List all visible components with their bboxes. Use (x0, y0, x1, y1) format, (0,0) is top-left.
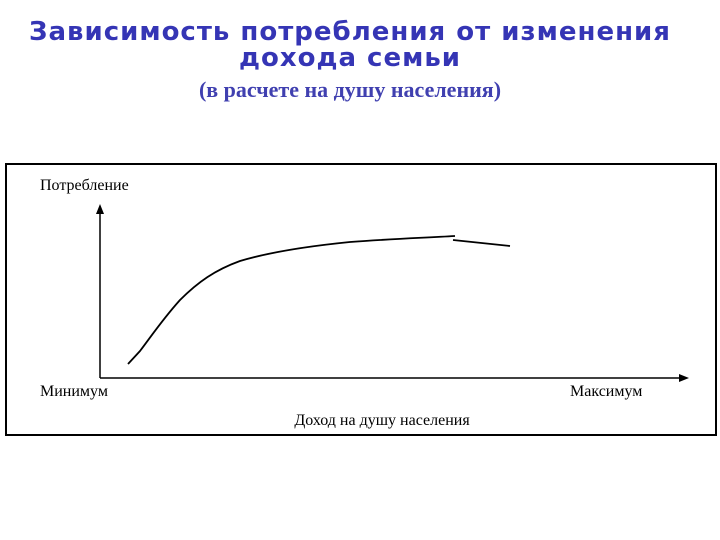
x-arrow (679, 374, 689, 382)
title-line: Зависимость потребления от изменения (29, 17, 671, 47)
x-max-label: Максимум (570, 383, 642, 400)
y-axis-label: Потребление (40, 177, 129, 194)
y-arrow (96, 204, 104, 214)
consumption-curve-tail (452, 239, 511, 247)
x-min-label: Минимум (40, 383, 108, 400)
x-axis-label: Доход на душу населения (294, 412, 470, 429)
consumption-curve (127, 235, 456, 365)
diagram: Потребление Минимум Максимум Доход на ду… (5, 163, 717, 436)
frame (5, 163, 717, 436)
subtitle: (в расчете на душу населения) (199, 77, 501, 102)
title-line: дохода семьи (239, 43, 461, 73)
